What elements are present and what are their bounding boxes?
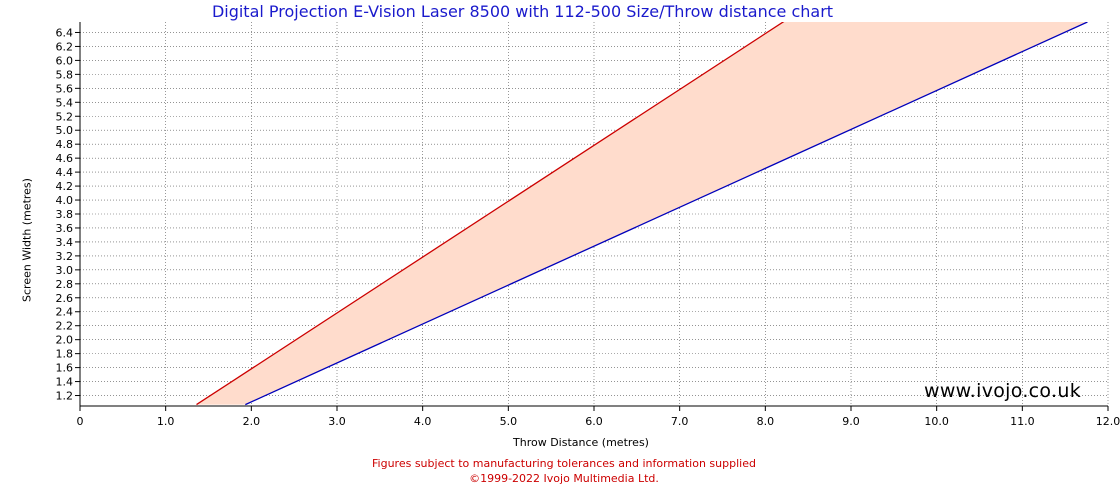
y-tick-label: 6.0 [56, 54, 74, 67]
axis-layer: 0 1.0 2.0 3.0 4.0 5.0 6.0 7.0 8.0 9.0 10.0 11.0 12.0… [56, 22, 1120, 428]
footer-copyright: ©1999-2022 Ivojo Multimedia Ltd. [469, 472, 659, 485]
y-tick-label: 1.8 [56, 348, 74, 361]
y-tick-label: 5.6 [56, 82, 74, 95]
x-tick-label: 6.0 [585, 415, 603, 428]
x-tick-label: 4.0 [414, 415, 432, 428]
band-layer [196, 22, 1088, 405]
x-tick-label: 5.0 [500, 415, 518, 428]
y-tick-label: 1.4 [56, 376, 74, 389]
y-tick-label: 2.0 [56, 334, 74, 347]
y-tick-label: 2.8 [56, 278, 74, 291]
y-tick-label: 2.6 [56, 292, 74, 305]
x-tick-label: 1.0 [157, 415, 175, 428]
y-tick-label: 2.4 [56, 306, 74, 319]
x-tick-label: 0 [77, 415, 84, 428]
x-tick-label: 7.0 [671, 415, 689, 428]
y-tick-label: 3.8 [56, 208, 74, 221]
x-tick-label: 2.0 [243, 415, 261, 428]
x-tick-label: 12.0 [1096, 415, 1120, 428]
x-tick-label: 10.0 [924, 415, 949, 428]
y-tick-label: 4.6 [56, 152, 74, 165]
y-tick-label: 5.8 [56, 68, 74, 81]
y-tick-label: 4.0 [56, 194, 74, 207]
y-tick-label: 5.2 [56, 110, 74, 123]
x-tick-label: 9.0 [842, 415, 860, 428]
x-tick-label: 11.0 [1010, 415, 1035, 428]
y-tick-label: 6.2 [56, 40, 74, 53]
y-tick-label: 3.6 [56, 222, 74, 235]
series-layer [196, 22, 1088, 406]
y-tick-label: 5.4 [56, 96, 74, 109]
y-tick-label: 1.6 [56, 362, 74, 375]
y-tick-label: 5.0 [56, 124, 74, 137]
min-throw-line [196, 22, 785, 406]
y-tick-label: 4.8 [56, 138, 74, 151]
y-tick-label: 3.0 [56, 264, 74, 277]
x-tick-label: 8.0 [757, 415, 775, 428]
y-tick-label: 1.2 [56, 390, 74, 403]
y-tick-label: 4.2 [56, 180, 74, 193]
throw-range-band [196, 22, 1088, 405]
y-tick-label: 3.4 [56, 236, 74, 249]
y-axis-label: Screen Width (metres) [20, 178, 34, 302]
y-tick-label: 4.4 [56, 166, 74, 179]
chart-title: Digital Projection E-Vision Laser 8500 w… [211, 2, 834, 21]
watermark: www.ivojo.co.uk [924, 380, 1081, 402]
y-tick-label: 2.2 [56, 320, 74, 333]
x-axis-label: Throw Distance (metres) [513, 436, 649, 449]
y-tick-label: 3.2 [56, 250, 74, 263]
footer-note: Figures subject to manufacturing toleran… [372, 457, 756, 470]
y-tick-label: 6.4 [56, 26, 74, 39]
x-tick-label: 3.0 [328, 415, 346, 428]
max-throw-line [245, 22, 1088, 406]
